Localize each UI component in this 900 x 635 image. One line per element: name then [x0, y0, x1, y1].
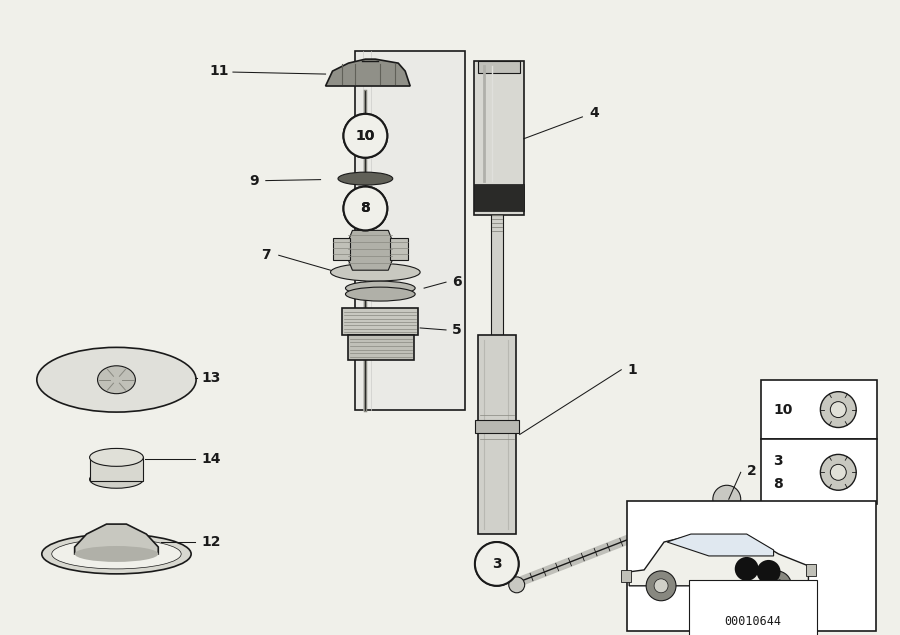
Text: 9: 9: [249, 173, 258, 187]
Bar: [627, 501, 876, 631]
Bar: [474, 184, 524, 211]
Polygon shape: [348, 231, 392, 271]
Bar: [478, 335, 516, 534]
Text: 10: 10: [774, 403, 793, 417]
Text: 00010644: 00010644: [724, 615, 781, 628]
Circle shape: [831, 464, 846, 480]
Circle shape: [734, 557, 759, 581]
Ellipse shape: [51, 539, 181, 569]
Text: 3: 3: [774, 455, 783, 469]
Ellipse shape: [346, 281, 415, 295]
Bar: [356, 51, 465, 410]
Bar: [478, 61, 519, 73]
Text: 8: 8: [774, 478, 783, 491]
Text: 1: 1: [627, 363, 637, 377]
Circle shape: [821, 455, 856, 490]
Polygon shape: [348, 335, 414, 360]
Circle shape: [344, 114, 387, 157]
Circle shape: [757, 560, 780, 584]
Bar: [474, 61, 524, 215]
Bar: [621, 570, 631, 582]
Circle shape: [475, 542, 518, 586]
Ellipse shape: [90, 448, 143, 466]
Polygon shape: [629, 536, 808, 586]
Polygon shape: [667, 534, 774, 556]
Ellipse shape: [37, 347, 196, 412]
Text: 11: 11: [209, 64, 229, 78]
Circle shape: [654, 579, 668, 593]
Text: 5: 5: [452, 323, 462, 337]
Polygon shape: [326, 59, 410, 86]
Circle shape: [821, 392, 856, 427]
Bar: [806, 564, 816, 576]
Text: 14: 14: [201, 452, 220, 466]
Text: 6: 6: [452, 275, 462, 289]
Bar: [760, 439, 878, 504]
Ellipse shape: [90, 471, 143, 488]
Circle shape: [344, 114, 387, 157]
Polygon shape: [343, 308, 418, 335]
Bar: [90, 457, 143, 481]
Ellipse shape: [338, 172, 392, 185]
Circle shape: [344, 187, 387, 231]
Circle shape: [344, 187, 387, 231]
Text: 7: 7: [261, 248, 271, 262]
Bar: [491, 215, 503, 335]
Circle shape: [770, 579, 784, 593]
Bar: [475, 420, 518, 434]
Circle shape: [831, 401, 846, 418]
Circle shape: [713, 485, 741, 513]
Text: 8: 8: [361, 201, 370, 215]
Text: 12: 12: [201, 535, 220, 549]
Text: 3: 3: [492, 557, 501, 571]
Ellipse shape: [41, 534, 191, 574]
Text: 13: 13: [201, 371, 220, 385]
Bar: [760, 380, 878, 439]
Circle shape: [475, 542, 518, 586]
Text: 4: 4: [590, 106, 599, 120]
Ellipse shape: [346, 287, 415, 301]
Text: 2: 2: [747, 464, 756, 478]
Bar: [332, 238, 350, 260]
Ellipse shape: [97, 366, 135, 394]
Text: 10: 10: [356, 129, 375, 143]
Circle shape: [646, 571, 676, 601]
Text: 10: 10: [356, 129, 375, 143]
Bar: [391, 238, 409, 260]
Ellipse shape: [330, 264, 420, 281]
Circle shape: [508, 577, 525, 593]
Polygon shape: [75, 524, 158, 554]
Circle shape: [487, 554, 507, 574]
Ellipse shape: [75, 546, 158, 562]
Text: 8: 8: [361, 201, 370, 215]
Circle shape: [761, 571, 791, 601]
